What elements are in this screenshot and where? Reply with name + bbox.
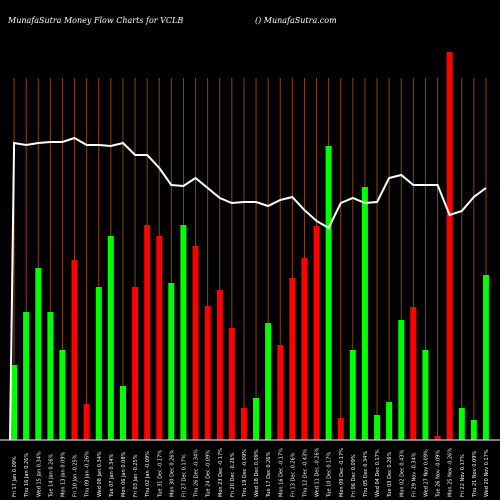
x-tick-label: Wed 08 Jan 0.34% bbox=[97, 451, 103, 497]
x-tick-label: Mon 25 Nov -0.26% bbox=[448, 448, 454, 497]
x-tick-label: Tue 31 Dec -0.17% bbox=[157, 450, 163, 498]
x-tick-label: Fri 13 Dec -0.26% bbox=[290, 452, 296, 497]
x-tick-label: Fri 03 Jan -0.25% bbox=[133, 454, 139, 497]
money-flow-bar bbox=[398, 320, 405, 440]
x-tick-label: Tue 24 Dec -0.09% bbox=[206, 450, 212, 498]
x-tick-label: Fri 10 Jan -0.25% bbox=[73, 454, 79, 497]
x-tick-label: Fri 17 Jan 0.09% bbox=[12, 456, 18, 497]
money-flow-bar bbox=[107, 236, 114, 440]
money-flow-bar bbox=[83, 404, 90, 440]
x-tick-label: Tue 03 Dec 0.26% bbox=[387, 452, 393, 498]
money-flow-bar bbox=[458, 408, 465, 440]
chart-credit: () MunafaSutra.com bbox=[255, 16, 337, 25]
money-flow-bar bbox=[482, 275, 489, 440]
money-flow-bar bbox=[374, 415, 381, 440]
money-flow-bar bbox=[95, 287, 102, 440]
money-flow-bar bbox=[228, 328, 235, 440]
money-flow-bar bbox=[23, 312, 30, 440]
money-flow-bar bbox=[446, 52, 453, 440]
x-tick-label: Wed 27 Nov 0.09% bbox=[423, 449, 429, 497]
x-tick-label: Thu 16 Jan 0.26% bbox=[24, 453, 30, 498]
x-tick-label: Fri 29 Nov -0.34% bbox=[411, 452, 417, 497]
money-flow-bar bbox=[120, 386, 126, 440]
money-flow-bar bbox=[156, 236, 163, 440]
x-tick-label: Wed 11 Dec -0.26% bbox=[315, 447, 321, 497]
x-tick-label: Tue 07 Jan 0.34% bbox=[109, 453, 115, 498]
x-tick-label: Thu 26 Dec -0.34% bbox=[194, 449, 200, 498]
x-tick-label: Fri 20 Dec -0.26% bbox=[230, 452, 236, 497]
x-tick-label: Thu 21 Nov 0.09% bbox=[472, 451, 478, 498]
x-tick-label: Thu 19 Dec -0.09% bbox=[242, 449, 248, 498]
x-tick-label: Mon 06 Jan 0.08% bbox=[121, 451, 127, 497]
money-flow-bar bbox=[35, 268, 42, 440]
money-flow-bar bbox=[253, 398, 259, 440]
x-tick-label: Thu 02 Jan -0.09% bbox=[145, 451, 151, 498]
x-tick-label: Wed 20 Nov 0.17% bbox=[484, 449, 490, 497]
money-flow-bar bbox=[349, 350, 356, 440]
money-flow-bar bbox=[168, 283, 175, 440]
x-tick-label: Thu 05 Dec 0.34% bbox=[363, 451, 369, 498]
x-tick-label: Mon 30 Dec 0.26% bbox=[169, 450, 175, 497]
x-tick-label: Fri 06 Dec 0.09% bbox=[351, 454, 357, 497]
money-flow-bar bbox=[59, 350, 66, 440]
money-flow-bar bbox=[180, 225, 187, 440]
x-tick-label: Thu 12 Dec -0.43% bbox=[302, 449, 308, 498]
money-flow-bar bbox=[386, 402, 393, 440]
x-tick-label: Mon 16 Dec -0.17% bbox=[278, 448, 284, 497]
money-flow-bar bbox=[216, 290, 223, 440]
money-flow-bar bbox=[301, 258, 308, 440]
x-tick-label: Tue 26 Nov -0.09% bbox=[436, 450, 442, 498]
x-tick-label: Fri 27 Dec 0.17% bbox=[181, 454, 187, 497]
money-flow-bar bbox=[289, 278, 296, 440]
money-flow-bar bbox=[240, 408, 247, 440]
x-tick-label: Wed 15 Jan 0.34% bbox=[36, 451, 42, 497]
x-tick-label: Mon 13 Jan 0.09% bbox=[60, 451, 66, 497]
x-tick-label: Wed 18 Dec 0.09% bbox=[254, 449, 260, 497]
x-tick-label: Mon 23 Dec -0.17% bbox=[218, 448, 224, 497]
money-flow-bar bbox=[470, 420, 477, 440]
money-flow-bar bbox=[265, 323, 272, 440]
price-line bbox=[9, 136, 487, 441]
money-flow-bar bbox=[11, 365, 18, 440]
money-flow-bar bbox=[132, 287, 139, 440]
money-flow-bar bbox=[337, 418, 344, 440]
x-tick-label: Fri 22 Nov 0.17% bbox=[460, 454, 466, 497]
money-flow-bar bbox=[144, 225, 151, 440]
money-flow-bar bbox=[277, 345, 284, 440]
x-tick-label: Tue 14 Jan 0.26% bbox=[48, 453, 54, 498]
money-flow-bar bbox=[192, 246, 199, 440]
money-flow-bar bbox=[204, 306, 211, 440]
money-flow-bar bbox=[410, 307, 417, 440]
money-flow-bar bbox=[434, 436, 441, 440]
x-tick-label: Mon 09 Dec -0.17% bbox=[339, 448, 345, 497]
x-tick-label: Mon 02 Dec 0.43% bbox=[399, 450, 405, 497]
money-flow-bar bbox=[47, 312, 54, 440]
money-flow-bars bbox=[11, 52, 489, 440]
x-tick-label: Thu 09 Jan -0.26% bbox=[85, 451, 91, 498]
x-tick-label: Tue 17 Dec 0.26% bbox=[266, 452, 272, 498]
x-tick-label: Tue 10 Dec 0.17% bbox=[327, 452, 333, 498]
money-flow-bar bbox=[71, 260, 78, 440]
money-flow-bar bbox=[325, 146, 332, 440]
x-tick-label: Wed 04 Dec 0.17% bbox=[375, 449, 381, 497]
x-axis-labels: Fri 17 Jan 0.09% Thu 16 Jan 0.26% Wed 15 J… bbox=[12, 447, 490, 498]
money-flow-bar bbox=[313, 226, 320, 440]
money-flow-bar bbox=[361, 187, 368, 440]
chart-title: MunafaSutra Money Flow Charts for VCLB bbox=[8, 16, 184, 25]
money-flow-bar bbox=[422, 350, 429, 440]
